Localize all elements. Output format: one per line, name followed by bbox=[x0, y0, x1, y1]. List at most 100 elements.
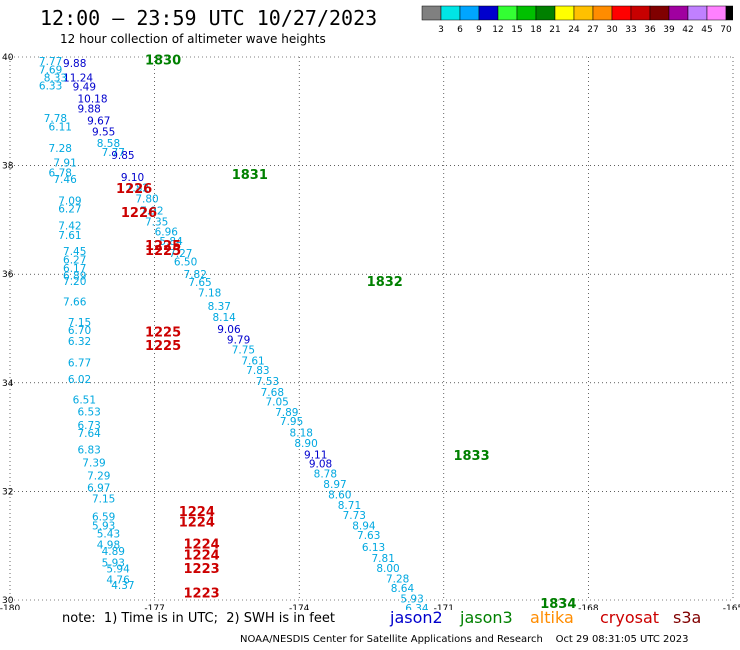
x-tick-label: -171 bbox=[434, 604, 454, 610]
wave-height-value: 7.82 bbox=[184, 269, 207, 281]
wave-height-value: 7.18 bbox=[198, 287, 221, 299]
wave-height-value: 6.73 bbox=[77, 420, 100, 432]
x-tick-label: -174 bbox=[289, 604, 310, 610]
wave-height-value: 5.43 bbox=[97, 529, 120, 541]
legend-jason2: jason2 bbox=[390, 608, 443, 627]
y-tick-label: 38 bbox=[2, 162, 14, 172]
wave-height-value: 9.88 bbox=[63, 58, 86, 70]
wave-height-value: 8.71 bbox=[338, 500, 361, 512]
wave-height-value: 9.06 bbox=[217, 324, 241, 336]
wave-height-value: 7.29 bbox=[87, 470, 110, 482]
wave-height-value: 7.73 bbox=[343, 510, 366, 522]
wave-height-value: 7.45 bbox=[63, 246, 86, 258]
pass-time-label: 1224 bbox=[184, 548, 220, 563]
wave-height-value: 6.77 bbox=[68, 358, 91, 370]
legend-label: 30 bbox=[606, 25, 618, 35]
legend-label: 27 bbox=[587, 25, 598, 35]
wave-height-value: 5.93 bbox=[102, 557, 125, 569]
wave-height-value: 7.63 bbox=[357, 530, 380, 542]
wave-height-value: 7.15 bbox=[68, 317, 91, 329]
wave-height-value: 6.50 bbox=[174, 257, 197, 269]
wave-height-value: 6.11 bbox=[49, 121, 72, 133]
pass-time-label: 1224 bbox=[179, 516, 215, 531]
legend-altika: altika bbox=[530, 608, 574, 627]
legend-label: 18 bbox=[530, 25, 542, 35]
pass-time-label: 1831 bbox=[232, 168, 268, 183]
credit-line: NOAA/NESDIS Center for Satellite Applica… bbox=[240, 634, 689, 645]
chart-title: 12:00 – 23:59 UTC 10/27/2023 bbox=[40, 6, 378, 30]
y-tick-label: 36 bbox=[2, 270, 14, 280]
legend-label: 3 bbox=[438, 25, 444, 35]
wave-height-value: 8.58 bbox=[97, 138, 120, 150]
x-tick-label: -165 bbox=[723, 604, 740, 610]
wave-height-value: 10.18 bbox=[77, 94, 107, 106]
wave-height-value: 6.34 bbox=[405, 603, 429, 610]
legend-label: 21 bbox=[549, 25, 560, 35]
wave-height-value: 4.76 bbox=[106, 575, 130, 587]
wave-height-value: 7.68 bbox=[261, 387, 284, 399]
legend-jason3: jason3 bbox=[460, 608, 513, 627]
pass-time-label: 1224 bbox=[184, 537, 220, 552]
legend-cryosat: cryosat bbox=[600, 608, 660, 627]
wave-height-value: 7.28 bbox=[49, 143, 72, 155]
wave-height-value: 7.89 bbox=[275, 407, 298, 419]
wave-height-value: 9.11 bbox=[304, 449, 327, 461]
wave-height-value: 7.66 bbox=[63, 297, 87, 309]
wave-height-value: 8.90 bbox=[294, 438, 317, 450]
x-tick-label: -180 bbox=[0, 604, 20, 610]
wave-height-value: 6.96 bbox=[155, 227, 179, 239]
wave-height-value: 7.83 bbox=[246, 365, 269, 377]
wave-height-value: 8.14 bbox=[212, 312, 236, 324]
wave-height-value: 9.55 bbox=[92, 127, 115, 139]
wave-height-value: 7.82 bbox=[126, 183, 149, 195]
plot-area: -180 -177 -174 -171 -168 -165 30 32 34 36 38 40 9.88… bbox=[0, 53, 740, 610]
wave-height-value: 7.46 bbox=[53, 174, 77, 186]
wave-height-value: 6.53 bbox=[77, 406, 100, 418]
wave-height-value: 7.78 bbox=[44, 113, 67, 125]
wave-height-value: 8.18 bbox=[290, 428, 313, 440]
pass-time-label: 1225 bbox=[145, 239, 181, 254]
wave-height-value: 7.75 bbox=[232, 344, 255, 356]
chart-subtitle: 12 hour collection of altimeter wave hei… bbox=[60, 32, 326, 46]
wave-height-value: 7.80 bbox=[135, 194, 158, 206]
x-tick-label: -168 bbox=[578, 604, 599, 610]
wave-height-value: 7.27 bbox=[169, 248, 192, 260]
wave-height-value: 4.98 bbox=[97, 539, 120, 551]
wave-height-value: 8.64 bbox=[391, 583, 415, 595]
pass-time-label: 1225 bbox=[145, 339, 181, 354]
wave-height-value: 7.53 bbox=[256, 376, 279, 388]
wave-height-value: 7.09 bbox=[58, 196, 81, 208]
y-tick-label: 32 bbox=[2, 487, 13, 497]
legend-label: 24 bbox=[568, 25, 580, 35]
wave-height-value: 7.61 bbox=[241, 355, 264, 367]
legend-label: 42 bbox=[682, 25, 693, 35]
wave-height-value: 6.13 bbox=[362, 542, 385, 554]
wave-height-value: 9.85 bbox=[111, 150, 134, 162]
wave-height-value: 7.92 bbox=[140, 205, 163, 217]
wave-height-value: 4.37 bbox=[111, 580, 134, 592]
pass-time-label: 1223 bbox=[184, 562, 220, 577]
wave-height-value: 8.94 bbox=[352, 520, 376, 532]
legend-swatch bbox=[725, 5, 733, 21]
pass-time-label: 1224 bbox=[179, 505, 215, 520]
legend-label: 36 bbox=[644, 25, 656, 35]
pass-time-label: 1226 bbox=[116, 182, 152, 197]
wave-height-value: 8.33 bbox=[44, 72, 67, 84]
wave-height-value: 6.78 bbox=[49, 167, 72, 179]
legend-label: 12 bbox=[492, 25, 503, 35]
wave-height-value: 7.05 bbox=[265, 397, 288, 409]
pass-time-label: 1834 bbox=[540, 597, 576, 610]
wave-height-value: 8.37 bbox=[208, 301, 231, 313]
legend-label: 9 bbox=[476, 25, 482, 35]
wave-height-value: 7.20 bbox=[63, 276, 86, 288]
wave-height-value: 6.97 bbox=[87, 482, 110, 494]
pass-time-label: 1226 bbox=[121, 206, 157, 221]
wave-height-value: 8.60 bbox=[328, 489, 351, 501]
pass-time-label: 1833 bbox=[453, 449, 489, 464]
wave-height-value: 7.42 bbox=[58, 221, 81, 233]
wave-height-value: 7.64 bbox=[77, 428, 101, 440]
wave-height-value: 9.67 bbox=[87, 115, 110, 127]
wave-height-value: 9.79 bbox=[227, 335, 250, 347]
wave-height-value: 8.78 bbox=[314, 468, 337, 480]
wave-height-value: 4.89 bbox=[102, 546, 125, 558]
